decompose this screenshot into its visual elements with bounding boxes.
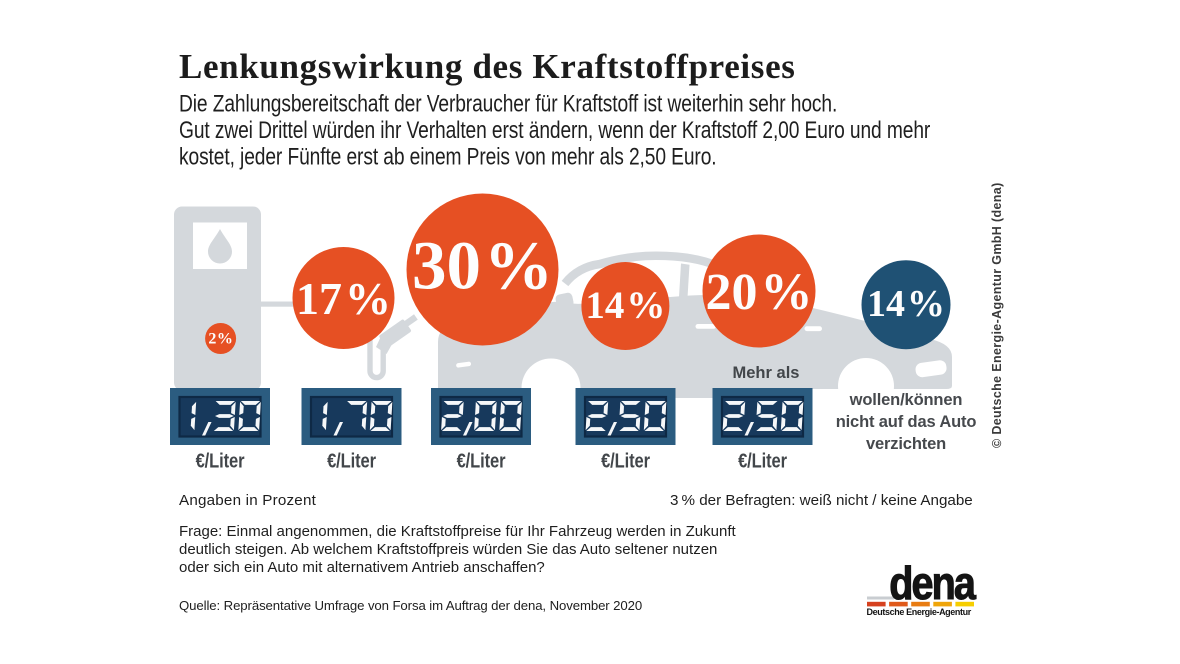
svg-text:2%: 2% [208,331,233,348]
